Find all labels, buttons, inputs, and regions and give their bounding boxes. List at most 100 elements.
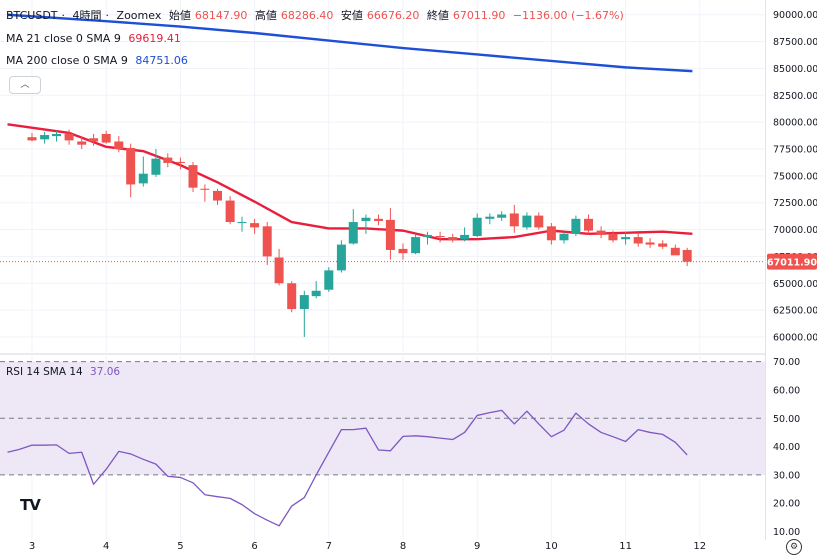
rsi-tick-label: 30.00 <box>773 470 800 481</box>
rsi-pane: 70.00 60.00 50.00 40.00 30.00 20.00 10.00 <box>0 357 800 538</box>
low-label: 安値 <box>340 9 363 22</box>
candles <box>27 129 692 337</box>
y-tick-label: 70000.00 <box>773 225 817 236</box>
candle-body <box>522 215 532 228</box>
candle-body <box>175 161 185 163</box>
candle-body <box>361 217 371 221</box>
candle-body <box>472 217 482 236</box>
candle <box>398 243 408 260</box>
candle-body <box>287 283 297 310</box>
candle <box>448 233 458 243</box>
candle <box>485 213 495 225</box>
candle-body <box>658 243 668 247</box>
current-price-badge[interactable] <box>767 253 817 270</box>
candle <box>460 227 470 242</box>
candle <box>200 184 210 202</box>
open-value: 68147.90 <box>194 9 248 22</box>
candle <box>287 281 297 313</box>
candle <box>40 131 50 144</box>
ma200-line <box>7 13 693 73</box>
settings-gear-icon[interactable]: ⚙ <box>786 539 802 555</box>
candle <box>324 267 334 292</box>
candle <box>472 213 482 238</box>
y-tick-label: 87500.00 <box>773 37 817 48</box>
candle <box>213 188 222 205</box>
candle-body <box>324 270 334 290</box>
candle <box>175 157 185 170</box>
candle-body <box>336 244 346 271</box>
y-tick-label: 75000.00 <box>773 171 817 182</box>
candle <box>385 208 395 260</box>
close-label: 終値 <box>426 9 449 22</box>
candle <box>411 233 421 255</box>
rsi-tick-label: 40.00 <box>773 442 800 453</box>
candle <box>311 281 321 299</box>
x-tick-label: 8 <box>400 541 406 552</box>
x-tick-label: 5 <box>177 541 183 552</box>
rsi-tick-label: 70.00 <box>773 357 800 368</box>
candle-body <box>608 233 618 241</box>
x-tick-label: 6 <box>251 541 257 552</box>
candle <box>77 137 87 149</box>
candle <box>422 231 432 245</box>
candle <box>621 231 631 245</box>
candle-body <box>411 237 421 254</box>
candle-body <box>27 137 37 141</box>
candle-body <box>422 234 432 238</box>
separator: · <box>105 9 110 22</box>
candle <box>64 129 74 145</box>
rsi-value: 37.06 <box>90 366 121 378</box>
candle-body <box>40 135 50 140</box>
candle <box>126 143 136 198</box>
candle-body <box>89 138 99 142</box>
rsi-line <box>7 409 688 527</box>
candle <box>374 214 384 226</box>
open-label: 始値 <box>168 9 191 22</box>
candle-body <box>51 133 61 137</box>
candle <box>114 136 124 153</box>
candle <box>51 130 61 142</box>
candle-body <box>385 219 395 250</box>
candle <box>101 130 111 144</box>
collapse-legend-button[interactable]: ︿ <box>9 76 41 94</box>
candle-body <box>138 173 148 184</box>
candle <box>27 132 37 142</box>
ma200-value: 84751.06 <box>135 54 188 67</box>
candle <box>89 133 99 146</box>
x-axis[interactable]: 3 4 5 6 7 8 9 10 11 12 <box>29 541 706 552</box>
candle <box>361 214 371 234</box>
rsi-tick-label: 60.00 <box>773 385 800 396</box>
tradingview-logo-icon[interactable]: TV <box>20 496 41 514</box>
candle <box>584 214 593 234</box>
candle-body <box>101 133 111 143</box>
y-tick-label: 62500.00 <box>773 306 817 317</box>
ma200-legend[interactable]: MA 200 close 0 SMA 9 84751.06 <box>6 54 192 67</box>
candle-body <box>200 188 210 190</box>
timeframe[interactable]: 4時間 <box>72 9 102 22</box>
candle-body <box>485 216 495 219</box>
candle <box>435 231 445 243</box>
candle-body <box>213 190 222 201</box>
candle-body <box>114 141 124 149</box>
exchange-name: Zoomex <box>116 9 162 22</box>
y-tick-label: 85000.00 <box>773 64 817 75</box>
symbol-name[interactable]: BTCUSDT <box>6 9 58 22</box>
candle <box>608 230 618 243</box>
candle <box>225 196 235 225</box>
rsi-tick-label: 20.00 <box>773 499 800 510</box>
rsi-legend[interactable]: RSI 14 SMA 14 37.06 <box>6 366 124 378</box>
ma200-label: MA 200 close 0 SMA 9 <box>6 54 128 67</box>
ma21-legend[interactable]: MA 21 close 0 SMA 9 69619.41 <box>6 32 185 45</box>
candle-body <box>77 141 87 145</box>
x-tick-label: 7 <box>326 541 332 552</box>
candle-body <box>546 226 556 241</box>
candle-body <box>188 165 198 188</box>
candle <box>237 216 247 232</box>
candle <box>262 222 272 265</box>
candle-body <box>151 158 161 175</box>
candle-body <box>645 242 655 245</box>
candle-body <box>311 290 321 297</box>
candle-body <box>398 248 408 254</box>
rsi-tick-label: 50.00 <box>773 414 800 425</box>
